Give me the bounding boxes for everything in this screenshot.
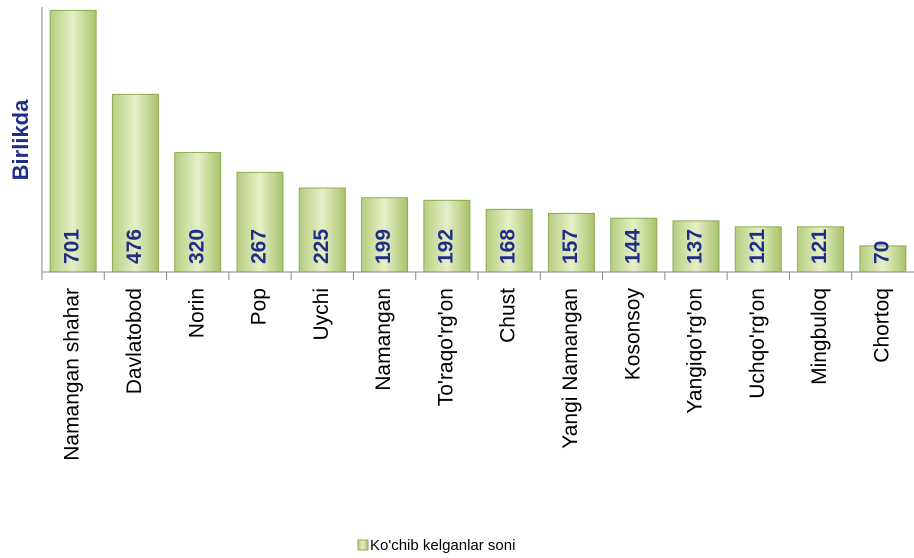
x-tick-label: Kosonsoy: [621, 288, 644, 381]
x-tick-label: Chortoq: [870, 288, 893, 363]
x-tick-label: Mingbuloq: [808, 288, 831, 385]
value-label: 157: [559, 229, 582, 264]
value-label: 121: [746, 229, 769, 264]
bar: [672, 220, 720, 273]
x-tick-label: Chust: [497, 288, 520, 343]
value-label: 168: [497, 229, 520, 264]
value-label: 476: [123, 229, 146, 264]
bar: [610, 217, 658, 273]
value-label: 137: [684, 229, 707, 264]
x-tick-label: Namangan shahar: [61, 288, 84, 461]
x-tick-label: Namangan: [372, 288, 395, 391]
bar: [174, 152, 222, 273]
x-tick-label: Norin: [185, 288, 208, 338]
bar: [49, 9, 97, 273]
value-label: 121: [808, 229, 831, 264]
x-tick-label: Pop: [248, 288, 271, 325]
bar: [111, 93, 159, 273]
value-label: 225: [310, 229, 333, 264]
value-label: 144: [621, 229, 644, 264]
bar: [361, 197, 409, 273]
bar: [236, 171, 284, 273]
x-tick-label: Uychi: [310, 288, 333, 341]
value-label: 701: [61, 229, 84, 264]
legend-swatch: [357, 539, 369, 551]
value-label: 267: [248, 229, 271, 264]
x-tick-label: Davlatobod: [123, 288, 146, 394]
x-tick-label: Yangiqo'rg'on: [684, 288, 707, 414]
x-tick-label: Uchqo'rg'on: [746, 288, 769, 399]
y-axis-title: Birlikda: [8, 99, 33, 180]
legend-label: Ko'chib kelganlar soni: [370, 537, 515, 554]
value-label: 320: [185, 229, 208, 264]
value-label: 192: [434, 229, 457, 264]
x-tick-label: Yangi Namangan: [559, 288, 582, 449]
bar: [734, 226, 782, 273]
x-tick-label: To'raqo'rg'on: [434, 288, 457, 406]
bar: [859, 245, 907, 273]
value-label: 199: [372, 229, 395, 264]
bar: [485, 208, 533, 273]
value-label: 70: [870, 241, 893, 264]
